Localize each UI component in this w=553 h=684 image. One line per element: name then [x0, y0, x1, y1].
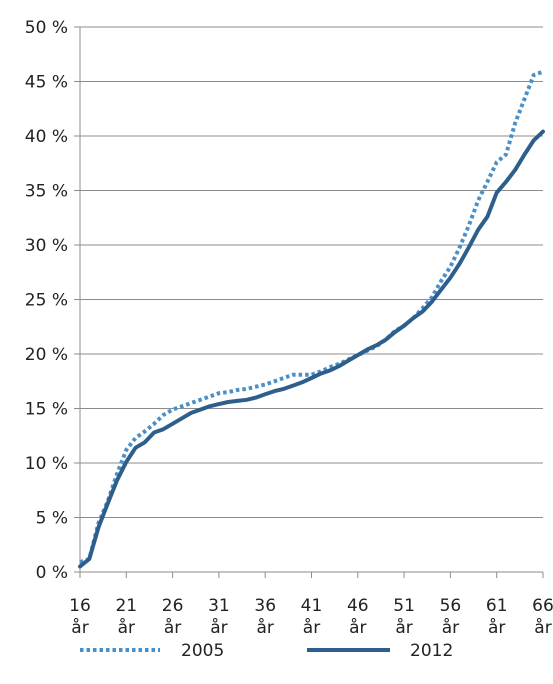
x-tick-label-number: 51 [393, 596, 415, 616]
x-tick-label: 61 år [486, 596, 508, 638]
y-axis-tick-labels: 0 % 5 % 10 % 15 % 20 % 25 % 30 % 35 % 40 % 45 % 50… [25, 18, 68, 583]
y-tick-label: 10 % [25, 454, 68, 474]
series-line-2005 [79, 69, 544, 565]
x-tick-label: 46 år [347, 596, 369, 638]
x-tick-label-number: 56 [440, 596, 462, 616]
y-tick-label: 45 % [25, 73, 68, 93]
legend-label-2012: 2012 [410, 641, 453, 661]
y-tick-label: 25 % [25, 291, 68, 311]
x-tick-label: 66 år [532, 596, 553, 638]
x-tick-label: 41 år [301, 596, 323, 638]
legend: 2005 2012 [80, 641, 453, 661]
x-tick-label-number: 21 [115, 596, 137, 616]
y-tick-label: 5 % [36, 509, 68, 529]
x-tick-label-number: 41 [301, 596, 323, 616]
y-tick-label: 35 % [25, 182, 68, 202]
x-tick-label: 26 år [162, 596, 184, 638]
x-tick-label: 21 år [115, 596, 137, 638]
y-tick-label: 0 % [36, 563, 68, 583]
x-tick-label-unit: år [534, 617, 551, 638]
x-tick-label: 36 år [254, 596, 276, 638]
x-tick-label: 51 år [393, 596, 415, 638]
y-tick-label: 20 % [25, 345, 68, 365]
x-tick-label-unit: år [303, 617, 320, 638]
x-tick-label-unit: år [118, 617, 135, 638]
series-lines [78, 69, 545, 569]
y-tick-label: 30 % [25, 236, 68, 256]
y-tick-label: 50 % [25, 18, 68, 38]
gridlines [80, 26, 543, 518]
x-tick-label-number: 66 [532, 596, 553, 616]
x-tick-label-unit: år [71, 617, 88, 638]
x-tick-label-unit: år [349, 617, 366, 638]
axes [74, 26, 544, 578]
x-tick-label-unit: år [395, 617, 412, 638]
x-tick-label-number: 61 [486, 596, 508, 616]
x-tick-label-unit: år [164, 617, 181, 638]
x-tick-label-number: 16 [69, 596, 91, 616]
x-tick-label: 16 år [69, 596, 91, 638]
x-tick-label-unit: år [256, 617, 273, 638]
x-tick-label-number: 26 [162, 596, 184, 616]
legend-label-2005: 2005 [181, 641, 224, 661]
x-tick-label-unit: år [210, 617, 227, 638]
x-tick-label: 56 år [440, 596, 462, 638]
x-tick-label-number: 46 [347, 596, 369, 616]
x-tick-label-number: 36 [254, 596, 276, 616]
x-tick-label-unit: år [488, 617, 505, 638]
x-tick-label-unit: år [442, 617, 459, 638]
y-tick-label: 15 % [25, 400, 68, 420]
series-line-2012 [78, 129, 545, 569]
x-tick-label-number: 31 [208, 596, 230, 616]
y-tick-label: 40 % [25, 127, 68, 147]
x-tick-label: 31 år [208, 596, 230, 638]
